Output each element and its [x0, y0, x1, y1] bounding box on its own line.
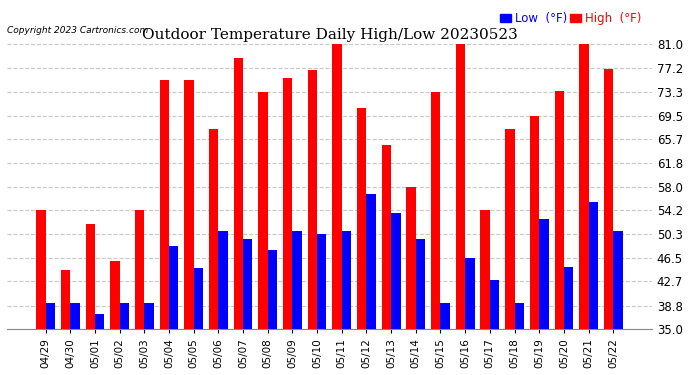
Bar	[283, 78, 293, 329]
Bar	[406, 187, 416, 329]
Bar	[144, 303, 154, 329]
Bar	[440, 303, 450, 329]
Bar	[613, 231, 622, 329]
Bar	[382, 145, 391, 329]
Bar	[416, 239, 425, 329]
Bar	[589, 202, 598, 329]
Bar	[456, 44, 465, 329]
Bar	[95, 314, 104, 329]
Bar	[37, 210, 46, 329]
Bar	[308, 70, 317, 329]
Bar	[564, 267, 573, 329]
Bar	[317, 234, 326, 329]
Bar	[70, 303, 80, 329]
Bar	[515, 303, 524, 329]
Bar	[219, 231, 228, 329]
Bar	[579, 44, 589, 329]
Bar	[119, 303, 129, 329]
Bar	[135, 210, 144, 329]
Bar	[604, 69, 613, 329]
Bar	[480, 210, 490, 329]
Bar	[61, 270, 70, 329]
Bar	[490, 280, 500, 329]
Bar	[169, 246, 179, 329]
Bar	[539, 219, 549, 329]
Bar	[293, 231, 302, 329]
Bar	[342, 231, 351, 329]
Bar	[555, 91, 564, 329]
Bar	[431, 92, 440, 329]
Legend: Low  (°F), High  (°F): Low (°F), High (°F)	[495, 8, 646, 30]
Bar	[505, 129, 515, 329]
Bar	[357, 108, 366, 329]
Title: Outdoor Temperature Daily High/Low 20230523: Outdoor Temperature Daily High/Low 20230…	[141, 28, 518, 42]
Bar	[86, 224, 95, 329]
Bar	[465, 258, 475, 329]
Bar	[258, 92, 268, 329]
Bar	[234, 58, 243, 329]
Bar	[209, 129, 219, 329]
Bar	[110, 261, 119, 329]
Bar	[194, 268, 203, 329]
Bar	[391, 213, 400, 329]
Bar	[243, 239, 253, 329]
Bar	[530, 116, 539, 329]
Bar	[366, 194, 376, 329]
Bar	[333, 44, 342, 329]
Bar	[184, 80, 194, 329]
Bar	[159, 80, 169, 329]
Bar	[46, 303, 55, 329]
Text: Copyright 2023 Cartronics.com: Copyright 2023 Cartronics.com	[7, 26, 148, 35]
Bar	[268, 250, 277, 329]
